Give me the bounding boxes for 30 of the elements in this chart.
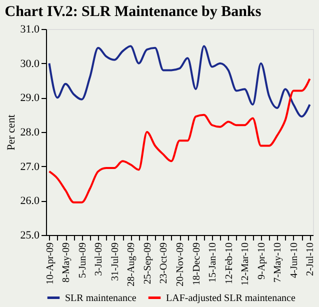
x-tick-label: 8-May-09 — [61, 242, 72, 282]
x-tick-label: 9-Apr-10 — [256, 242, 268, 280]
x-tick-label: 7-May-10 — [272, 242, 284, 282]
x-tick-label: 12-Feb-10 — [224, 242, 235, 284]
x-tick-label: 28-Aug-09 — [126, 242, 138, 286]
y-tick-label: 31.0 — [20, 24, 40, 36]
x-tick-label: 25-Sep-09 — [142, 242, 154, 284]
x-tick-label: 31-Jul-09 — [110, 242, 121, 281]
x-tick-label: 4-Jun-10 — [288, 242, 300, 278]
legend-label: LAF-adjusted SLR maintenance — [166, 292, 296, 304]
x-tick-label: 20-Nov-09 — [175, 242, 186, 286]
y-tick-label: 29.0 — [20, 92, 40, 104]
y-tick-label: 30.0 — [20, 58, 40, 70]
x-tick-label: 12-Mar-10 — [240, 242, 252, 286]
x-tick-label: 15-Jan-10 — [208, 242, 219, 282]
line-series — [48, 45, 311, 118]
y-axis-title: Per cent — [5, 114, 18, 150]
x-tick-label: 2-Jul-10 — [305, 242, 316, 276]
y-tick-label: 25.0 — [20, 230, 40, 242]
x-tick-label: 3-Jul-09 — [94, 242, 105, 276]
x-tick-label: 23-Oct-09 — [158, 242, 170, 284]
line-series — [48, 78, 311, 204]
x-tick-label: 18-Dec-09 — [191, 242, 202, 286]
x-tick-label: 10-Apr-09 — [44, 242, 56, 285]
y-tick-label: 27.0 — [20, 160, 40, 173]
chart-title: Chart IV.2: SLR Maintenance by Banks — [4, 4, 262, 20]
x-tick-label: 5-Jun-09 — [77, 242, 88, 278]
y-tick-label: 28.0 — [20, 126, 40, 138]
legend-label: SLR maintenance — [65, 292, 137, 304]
y-tick-label: 26.0 — [20, 195, 40, 208]
